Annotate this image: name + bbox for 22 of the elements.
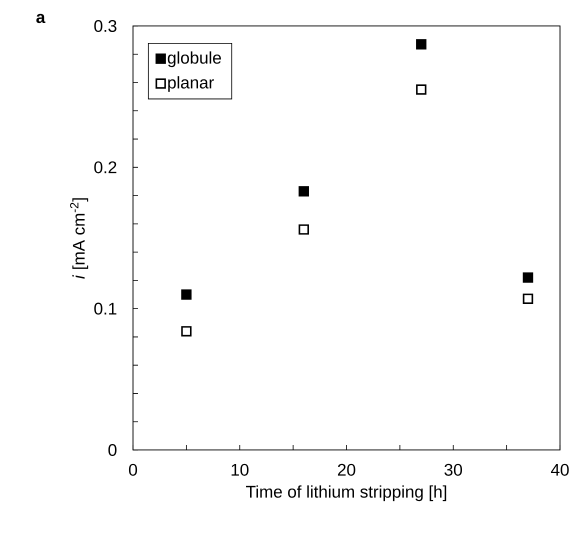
text: a xyxy=(36,14,46,24)
point xyxy=(416,39,426,50)
point xyxy=(522,272,534,283)
legend-label: planar xyxy=(168,76,214,92)
x-axis-title: Time of lithium stripping [h] xyxy=(246,485,446,502)
point xyxy=(522,294,534,304)
point xyxy=(416,84,426,95)
x-tick-label: 10 xyxy=(232,464,249,476)
point xyxy=(181,289,192,300)
legend-label: globule xyxy=(168,51,221,68)
point xyxy=(181,326,192,336)
y-tick-label: 0.2 xyxy=(94,161,116,174)
x-tick-label: 40 xyxy=(550,464,569,476)
point xyxy=(298,186,309,197)
y-tick-label: 0.3 xyxy=(94,20,116,32)
y-tick-label: 0.1 xyxy=(94,302,116,315)
x-tick-label: 30 xyxy=(444,464,462,476)
x-tick-label: 0 xyxy=(128,464,138,476)
point xyxy=(298,224,309,235)
x-tick-label: 20 xyxy=(338,464,356,476)
y-tick-label: 0 xyxy=(108,444,117,456)
y-axis-title: i [mA cm$^{-2}$] xyxy=(70,198,88,279)
